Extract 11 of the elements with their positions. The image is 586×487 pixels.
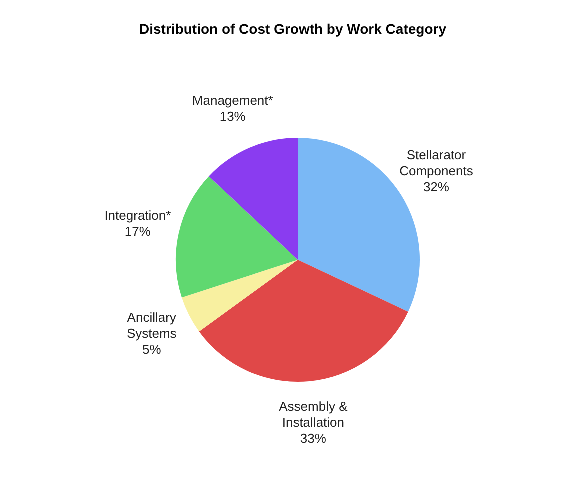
data-label: 5% (142, 342, 162, 358)
slice-label: Management* (192, 93, 274, 108)
slice-label: Ancillary Systems (126, 310, 178, 342)
slice-label: Integration* (104, 208, 172, 223)
data-label: 33% (300, 430, 327, 446)
chart-title: Distribution of Cost Growth by Work Category (140, 20, 447, 37)
data-label: 13% (220, 109, 246, 124)
slice-label: Assembly & Installation (279, 398, 348, 430)
data-label: 32% (423, 180, 450, 195)
data-label: 17% (124, 224, 152, 239)
slice-label: Stellarator Components (400, 148, 474, 179)
